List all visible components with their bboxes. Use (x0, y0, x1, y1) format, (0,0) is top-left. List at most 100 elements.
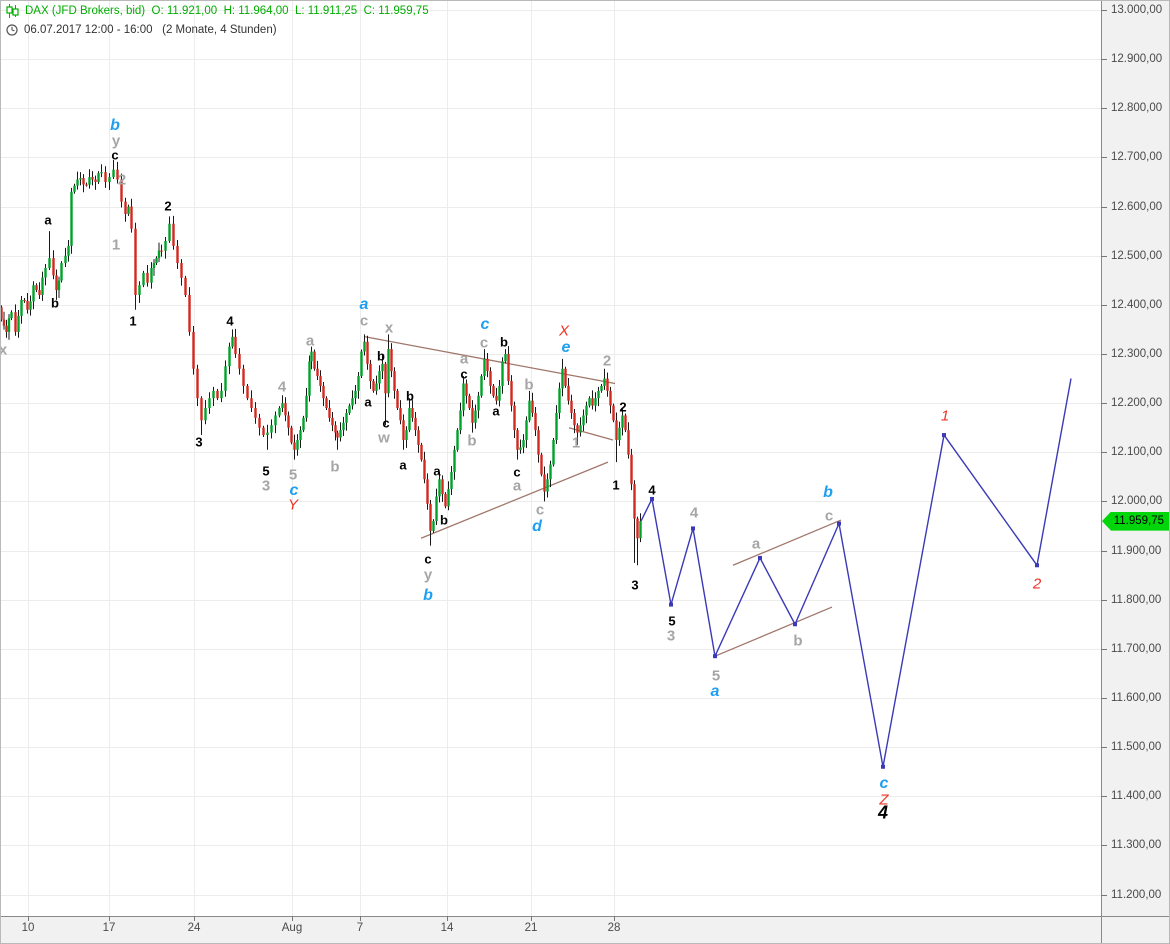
candle[interactable] (423, 459, 426, 480)
candle[interactable] (266, 432, 269, 436)
projection-point[interactable] (758, 555, 762, 560)
candle[interactable] (180, 263, 183, 278)
candle[interactable] (172, 223, 175, 246)
candle[interactable] (224, 366, 227, 391)
candle[interactable] (597, 390, 600, 399)
candle[interactable] (284, 403, 287, 416)
candle[interactable] (310, 351, 313, 362)
candle[interactable] (615, 420, 618, 440)
candle[interactable] (600, 385, 603, 391)
candle[interactable] (176, 245, 179, 264)
candle[interactable] (127, 206, 130, 214)
candle[interactable] (70, 191, 73, 246)
candle[interactable] (302, 417, 305, 431)
candle[interactable] (164, 240, 167, 251)
candle[interactable] (242, 368, 245, 386)
candle[interactable] (57, 280, 61, 291)
candle[interactable] (204, 408, 207, 421)
candle[interactable] (32, 285, 35, 302)
candle[interactable] (274, 415, 277, 426)
candle[interactable] (537, 430, 540, 455)
candle[interactable] (7, 318, 11, 332)
candle[interactable] (591, 398, 594, 406)
candle[interactable] (246, 385, 249, 399)
candle[interactable] (88, 177, 91, 185)
projection-point[interactable] (1035, 563, 1039, 568)
candle[interactable] (573, 412, 576, 426)
candle[interactable] (130, 206, 133, 229)
candle[interactable] (582, 415, 585, 426)
candle[interactable] (238, 353, 241, 369)
candle[interactable] (342, 422, 345, 431)
candle[interactable] (134, 228, 137, 296)
projection-point[interactable] (942, 433, 946, 438)
candle[interactable] (157, 250, 161, 259)
candle[interactable] (561, 368, 564, 389)
candle[interactable] (543, 474, 546, 492)
candle[interactable] (501, 361, 504, 386)
candle[interactable] (299, 430, 302, 440)
candle[interactable] (381, 363, 384, 372)
candle[interactable] (325, 398, 328, 409)
candle[interactable] (354, 390, 357, 399)
candle[interactable] (287, 415, 290, 428)
candle[interactable] (552, 439, 555, 465)
candle[interactable] (447, 489, 450, 507)
candle[interactable] (393, 371, 396, 391)
candle[interactable] (453, 449, 456, 472)
candle[interactable] (576, 425, 579, 433)
candle[interactable] (73, 185, 76, 192)
candle[interactable] (334, 425, 337, 433)
candle[interactable] (146, 272, 149, 283)
candle[interactable] (588, 398, 591, 406)
candle[interactable] (35, 285, 38, 291)
projection-point[interactable] (713, 654, 717, 659)
candle[interactable] (52, 258, 55, 276)
candle[interactable] (585, 405, 588, 416)
candle[interactable] (196, 368, 199, 399)
candle[interactable] (633, 484, 636, 519)
candle[interactable] (372, 381, 375, 391)
candle[interactable] (120, 179, 123, 202)
candle[interactable] (55, 275, 58, 291)
projection-point[interactable] (881, 764, 885, 769)
candle[interactable] (558, 388, 561, 413)
candle[interactable] (444, 494, 447, 507)
candle[interactable] (41, 277, 44, 296)
candle[interactable] (495, 395, 498, 401)
candle[interactable] (192, 331, 195, 369)
candle[interactable] (1, 307, 3, 320)
candle[interactable] (546, 479, 549, 492)
candle[interactable] (606, 378, 609, 391)
candle[interactable] (200, 398, 203, 421)
candle[interactable] (108, 177, 111, 182)
candle[interactable] (331, 417, 334, 426)
candle[interactable] (79, 178, 82, 180)
candle[interactable] (278, 408, 281, 416)
candle[interactable] (17, 315, 20, 332)
projection-point[interactable] (691, 526, 695, 531)
candle[interactable] (564, 368, 567, 386)
candle[interactable] (429, 503, 432, 531)
candle[interactable] (414, 417, 417, 431)
candle[interactable] (627, 430, 630, 455)
trend-line[interactable] (714, 606, 833, 657)
candle[interactable] (570, 400, 573, 413)
candle[interactable] (399, 408, 402, 421)
candle[interactable] (357, 376, 360, 391)
candle[interactable] (82, 178, 85, 185)
candle[interactable] (322, 385, 325, 399)
candle[interactable] (390, 349, 393, 372)
candle[interactable] (100, 172, 103, 174)
candle[interactable] (138, 285, 141, 296)
candle[interactable] (519, 447, 522, 450)
candle[interactable] (290, 427, 293, 443)
candle[interactable] (254, 408, 257, 418)
candle[interactable] (155, 258, 158, 264)
candle[interactable] (281, 403, 284, 409)
candle[interactable] (23, 299, 26, 302)
trend-line[interactable] (364, 336, 616, 385)
candle[interactable] (387, 349, 390, 394)
candle[interactable] (258, 417, 261, 428)
candle[interactable] (104, 172, 107, 182)
